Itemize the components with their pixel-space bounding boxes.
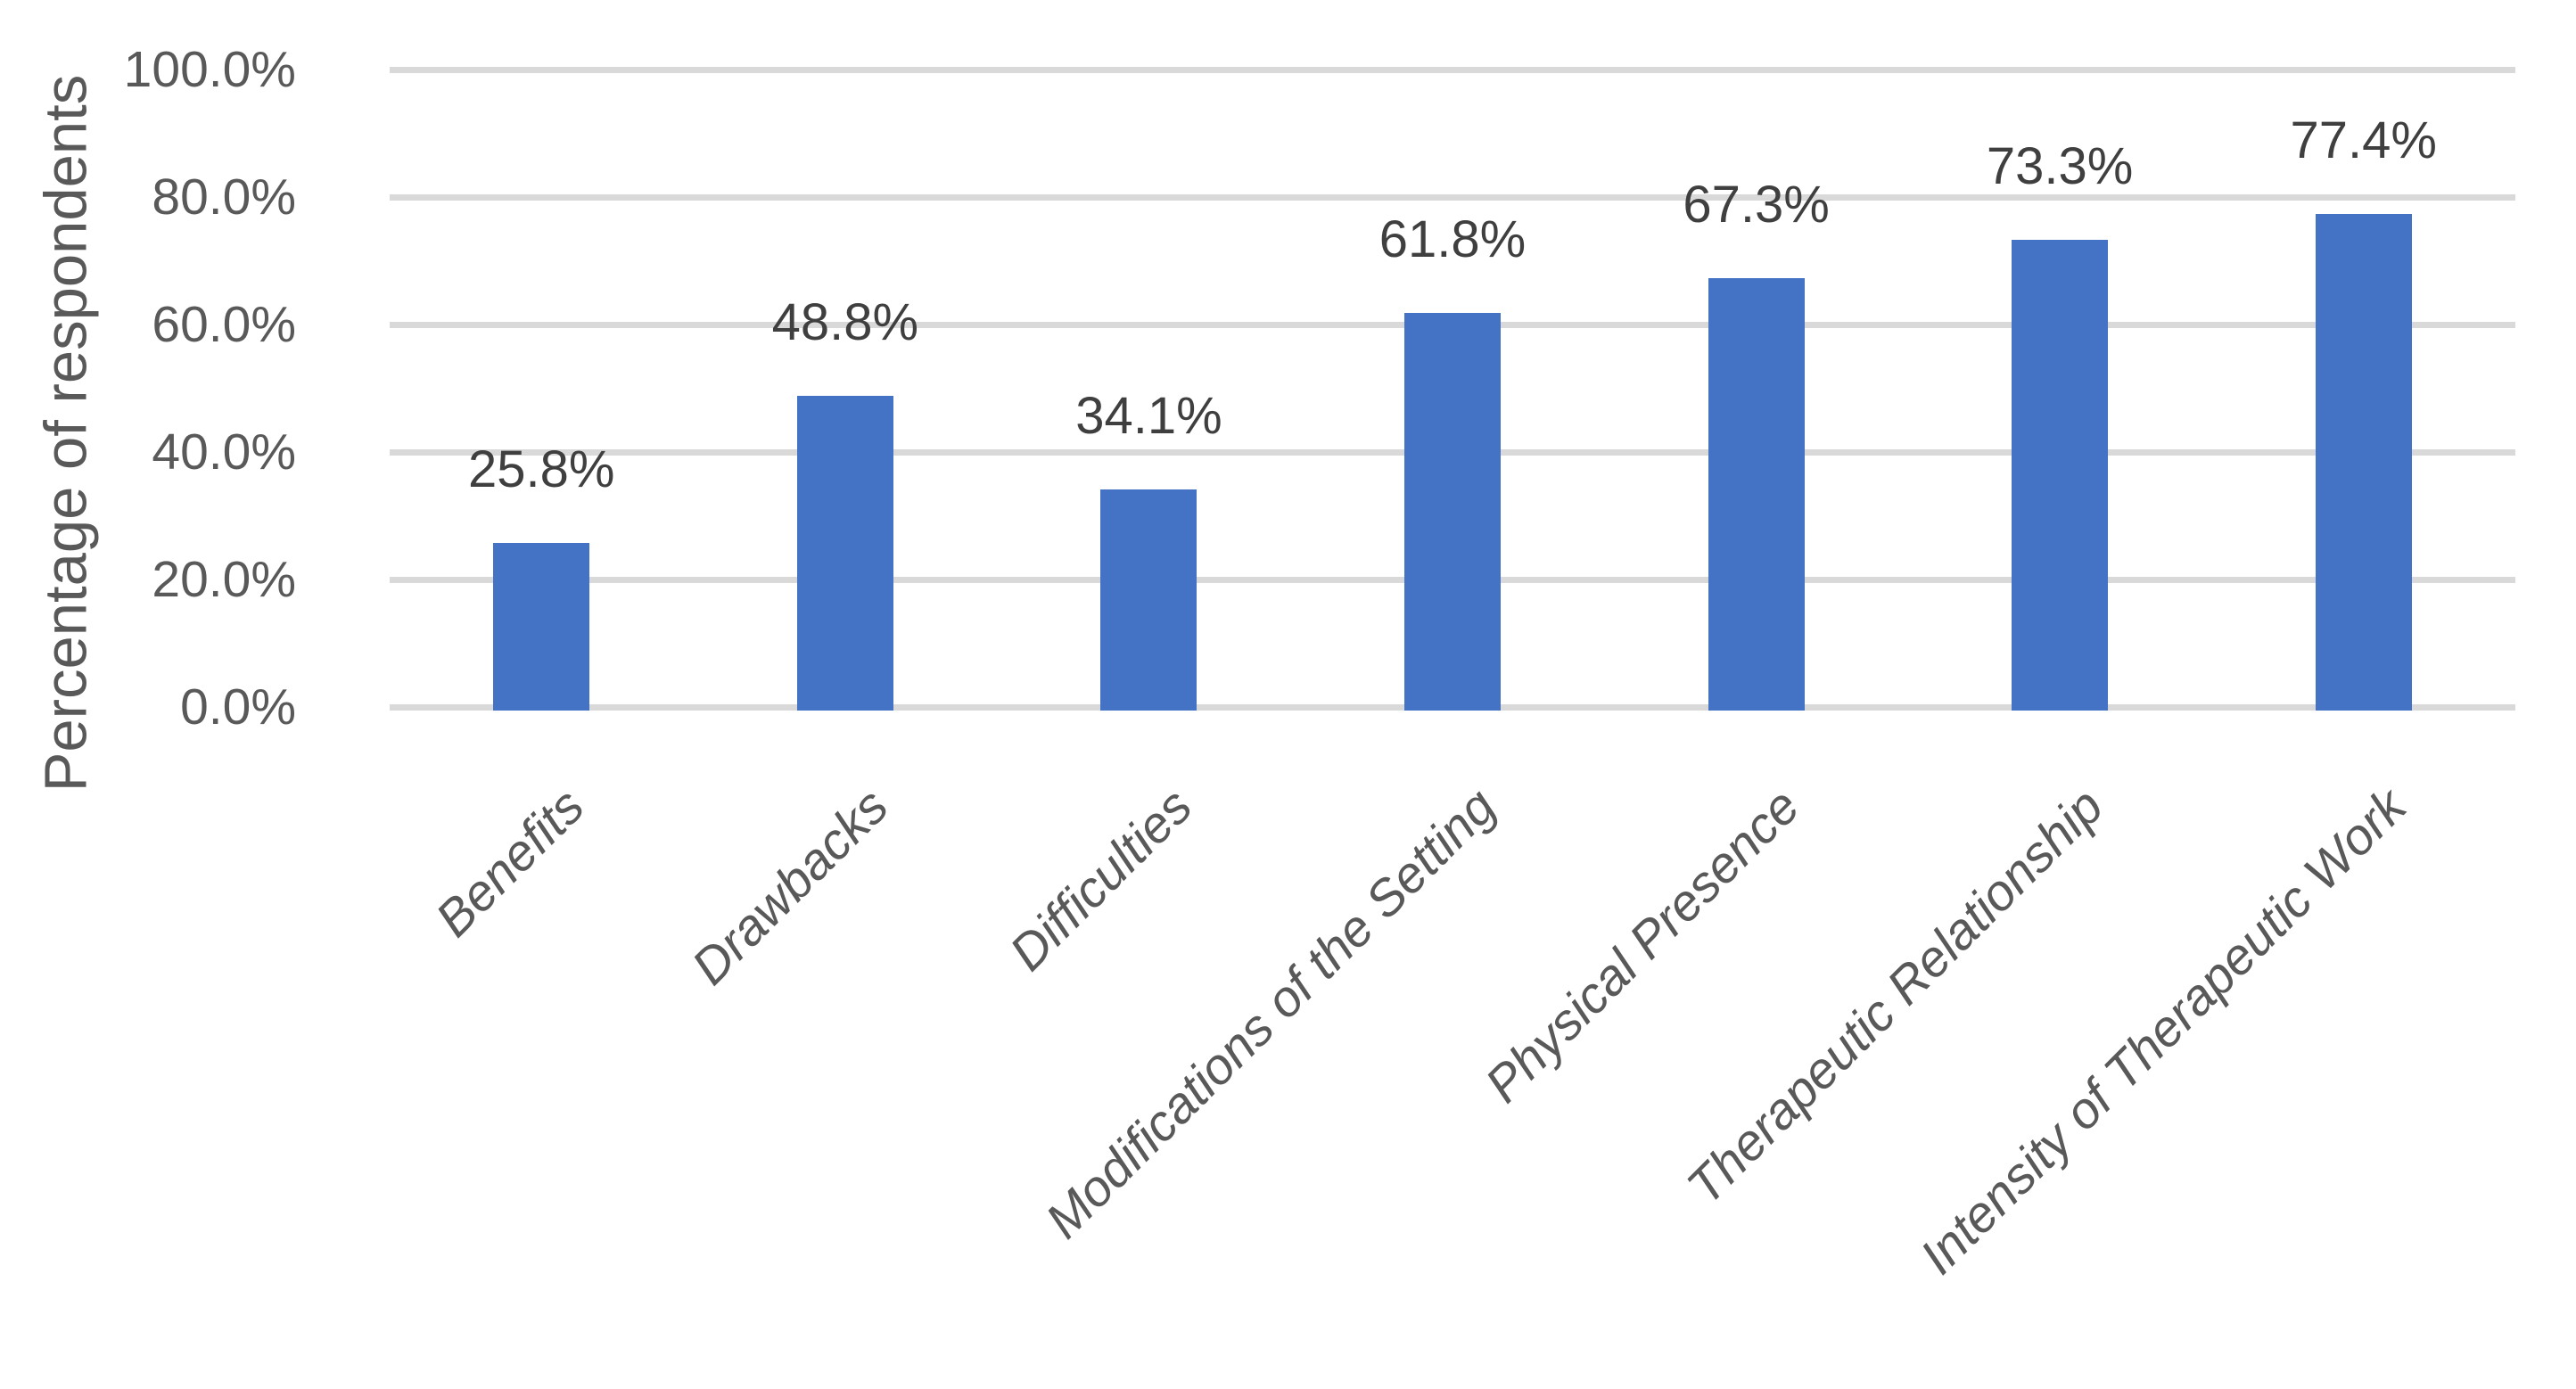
bar-7	[2315, 213, 2412, 711]
bar-2	[796, 396, 893, 711]
y-tick-label: 40.0%	[152, 423, 296, 481]
bar-value-label: 61.8%	[1379, 210, 1527, 269]
gridline-100	[390, 67, 2515, 73]
y-tick-label: 60.0%	[152, 296, 296, 353]
x-category-label: Benefits	[424, 777, 596, 949]
y-tick-label: 80.0%	[152, 168, 296, 226]
x-category-label: Difficulties	[999, 777, 1203, 982]
bar-5	[1708, 277, 1805, 711]
x-category-label: Drawbacks	[680, 777, 900, 996]
bar-value-label: 25.8%	[468, 440, 615, 498]
x-category-label: Physical Presence	[1474, 777, 1811, 1114]
bar-value-label: 77.4%	[2290, 111, 2437, 169]
gridline-80	[390, 194, 2515, 201]
bar-4	[1404, 313, 1501, 711]
bar-3	[1100, 489, 1197, 711]
bar-value-label: 48.8%	[771, 293, 919, 352]
bar-1	[493, 542, 590, 711]
bar-value-label: 73.3%	[1986, 136, 2134, 195]
bar-value-label: 34.1%	[1075, 387, 1222, 446]
bar-6	[2012, 239, 2109, 711]
y-tick-label: 100.0%	[123, 41, 296, 98]
y-tick-label: 20.0%	[152, 551, 296, 608]
bar-value-label: 67.3%	[1683, 175, 1830, 234]
x-category-label: Intensity of Therapeutic Work	[1909, 777, 2418, 1286]
y-tick-label: 0.0%	[180, 678, 296, 736]
